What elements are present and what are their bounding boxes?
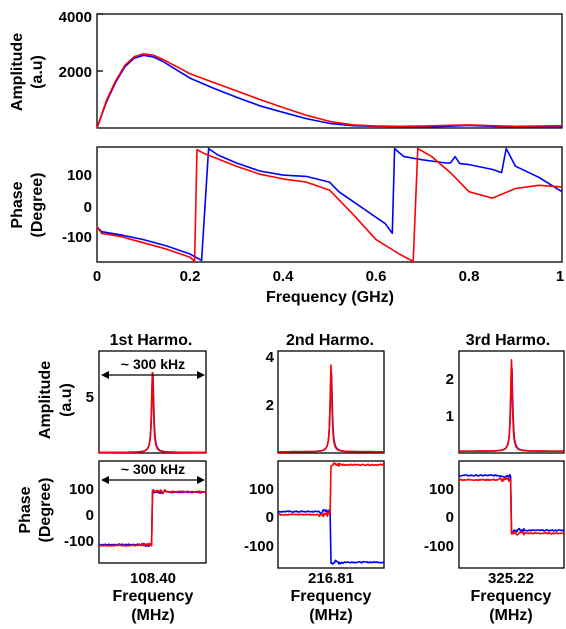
ytick-label: 2000 <box>59 64 92 81</box>
harmonic-title-2nd: 2nd Harmo. <box>286 332 374 349</box>
ytick-label: 0 <box>86 507 94 524</box>
xtick-label: 0.8 <box>459 268 480 285</box>
top-phase-frame <box>96 146 563 263</box>
harmonic-title-1st: 1st Harmo. <box>110 332 193 349</box>
harmonic-phase-line-1 <box>98 488 207 547</box>
ytick-label: 5 <box>86 389 94 406</box>
xtick-label: 1 <box>556 268 564 285</box>
3rd-amplitude-series <box>458 359 565 452</box>
ytick-label: 100 <box>429 481 454 498</box>
x-axis-title-line1: Frequency <box>113 588 194 605</box>
ytick-label: -100 <box>244 538 274 555</box>
ytick-label: 0 <box>266 509 274 526</box>
ytick-label: 0 <box>446 509 454 526</box>
1st-phase-panel: 100 0 -100 Phase (Degree) ~ 300 kHz 108.… <box>17 460 207 624</box>
y-axis-title-line1: Phase <box>17 486 34 533</box>
top-amplitude-series <box>96 53 563 129</box>
amplitude-series-line-1 <box>96 53 563 129</box>
phase-series-line-0 <box>96 147 563 262</box>
bandwidth-annotation: ~ 300 kHz <box>121 461 185 477</box>
3rd-phase-panel: 100 0 -100 325.22 Frequency (MHz) <box>424 460 565 624</box>
2nd-amplitude-panel: 4 2 <box>266 349 385 454</box>
center-frequency-label: 216.81 <box>308 570 354 587</box>
ytick-label: 2 <box>266 397 274 414</box>
harmonic-amplitude-line-1 <box>98 366 207 454</box>
bandwidth-arrow-amplitude <box>101 371 205 379</box>
ytick-label: 100 <box>249 481 274 498</box>
center-frequency-label: 108.40 <box>130 570 176 587</box>
y-axis-title-line2: (Degree) <box>29 173 46 238</box>
ytick-label: 1 <box>446 408 454 425</box>
x-axis-title-line2: (MHz) <box>131 607 175 624</box>
ytick-label: 4000 <box>59 9 92 26</box>
ytick-label: 100 <box>67 167 92 184</box>
harmonic-phase-line-0 <box>277 509 385 565</box>
top-amplitude-panel: 4000 2000 Amplitude (a.u) <box>9 9 563 129</box>
annotation-bg <box>115 357 191 372</box>
y-axis-title-line1: Phase <box>9 181 26 228</box>
ytick-label: -100 <box>424 538 454 555</box>
2nd-phase-panel: 100 0 -100 216.81 Frequency (MHz) <box>244 460 385 624</box>
harmonic-phase-line-1 <box>278 462 385 518</box>
1st-amplitude-panel: 5 Amplitude (a.u) ~ 300 kHz <box>37 350 207 454</box>
ytick-label: -100 <box>64 533 94 550</box>
y-axis-title-line1: Amplitude <box>37 361 54 439</box>
harmonic-title-3rd: 3rd Harmo. <box>466 332 550 349</box>
harmonic-phase-line-1 <box>459 477 565 536</box>
2nd-amplitude-frame <box>277 350 385 454</box>
y-axis-title-line1: Amplitude <box>9 33 26 111</box>
3rd-phase-frame <box>458 460 565 569</box>
y-axis-title-line2: (Degree) <box>37 478 54 543</box>
ytick-label: 100 <box>69 481 94 498</box>
y-axis-title-line2: (a.u) <box>58 383 75 417</box>
amplitude-series-line-0 <box>96 54 563 129</box>
harmonic-amplitude-line-1 <box>458 359 565 452</box>
x-axis-title: Frequency (GHz) <box>266 289 394 306</box>
ytick-label: -100 <box>62 229 92 246</box>
x-axis-title-line1: Frequency <box>471 588 552 605</box>
1st-amplitude-series <box>98 366 207 454</box>
x-axis-title-line1: Frequency <box>291 588 372 605</box>
2nd-phase-series <box>277 462 385 565</box>
1st-amplitude-frame <box>98 350 207 454</box>
3rd-phase-series <box>458 473 565 536</box>
2nd-amplitude-series <box>277 364 385 453</box>
top-phase-series <box>96 147 563 263</box>
annotation-bg <box>115 462 191 477</box>
x-axis-title-line2: (MHz) <box>489 607 533 624</box>
phase-series-line-1 <box>96 147 563 263</box>
x-axis-title-line2: (MHz) <box>309 607 353 624</box>
ytick-label: 4 <box>266 349 275 366</box>
xtick-label: 0.4 <box>273 268 295 285</box>
top-phase-panel: 100 0 -100 0 0.2 0.4 0.6 0.8 1 Frequency… <box>9 146 564 306</box>
center-frequency-label: 325.22 <box>488 570 534 587</box>
y-axis-title-line2: (a.u) <box>29 55 46 89</box>
xtick-label: 0.6 <box>366 268 387 285</box>
ytick-label: 2 <box>446 371 454 388</box>
ytick-label: 0 <box>84 199 92 216</box>
1st-phase-series <box>98 488 207 548</box>
1st-phase-frame <box>98 460 207 564</box>
xtick-label: 0 <box>93 268 101 285</box>
bandwidth-arrow-phase <box>101 476 205 484</box>
top-amplitude-frame <box>96 13 563 129</box>
xtick-label: 0.2 <box>180 268 201 285</box>
3rd-amplitude-frame <box>458 350 565 454</box>
harmonic-amplitude-line-1 <box>277 364 385 453</box>
bandwidth-annotation: ~ 300 kHz <box>121 356 185 372</box>
3rd-amplitude-panel: 2 1 <box>446 350 565 454</box>
